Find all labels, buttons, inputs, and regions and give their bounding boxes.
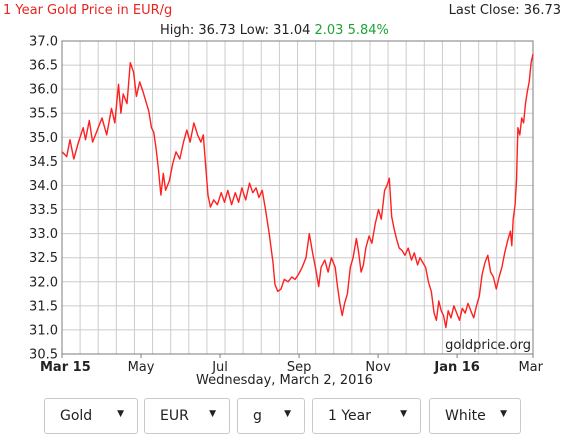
watermark-text: goldprice.org [445, 338, 531, 353]
x-tick-label: Mar 15 [40, 360, 91, 375]
theme-select[interactable]: White ▼ [429, 398, 521, 434]
unit-select-value: g [253, 408, 262, 424]
chevron-down-icon: ▼ [500, 409, 507, 419]
y-tick-label: 34.5 [29, 155, 58, 170]
chart-title: 1 Year Gold Price in EUR/g [3, 3, 173, 18]
plot-frame [61, 40, 534, 355]
currency-select[interactable]: EUR ▼ [144, 398, 230, 434]
metal-select[interactable]: Gold ▼ [44, 398, 138, 434]
chart-grid [62, 40, 533, 355]
y-tick-label: 35.0 [29, 131, 58, 146]
y-tick-label: 30.5 [29, 348, 58, 363]
x-axis: Mar 15 May Jul Sep Nov Jan 16 Mar [40, 354, 544, 375]
x-tick-label: Nov [365, 360, 391, 375]
theme-select-value: White [445, 408, 486, 424]
y-tick-label: 36.0 [29, 83, 58, 98]
high-low-stats: High: 36.73 Low: 31.04 2.03 5.84% [160, 23, 389, 38]
x-tick-label: Jul [211, 360, 228, 375]
x-tick-label: Jan 16 [433, 360, 479, 375]
y-tick-label: 31.0 [29, 323, 58, 338]
y-tick-label: 33.5 [29, 203, 58, 218]
y-tick-label: 32.0 [29, 275, 58, 290]
y-tick-label: 35.5 [29, 107, 58, 122]
unit-select[interactable]: g ▼ [237, 398, 305, 434]
chevron-down-icon: ▼ [117, 409, 124, 419]
price-chart: 30.5 31.0 31.5 32.0 32.5 33.0 33.5 34.0 34.5 35.0… [29, 35, 544, 376]
y-tick-label: 31.5 [29, 299, 58, 314]
y-tick-label: 32.5 [29, 251, 58, 266]
x-tick-label: May [128, 360, 155, 375]
y-tick-label: 37.0 [29, 35, 58, 50]
x-tick-label: Mar [518, 360, 543, 375]
period-select[interactable]: 1 Year ▼ [312, 398, 421, 434]
price-series-line [61, 53, 534, 329]
metal-select-value: Gold [60, 408, 93, 424]
currency-select-value: EUR [160, 408, 189, 424]
chevron-down-icon: ▼ [209, 409, 216, 419]
y-tick-label: 34.0 [29, 179, 58, 194]
period-select-value: 1 Year [328, 408, 371, 424]
y-tick-label: 33.0 [29, 227, 58, 242]
high-low-text: High: 36.73 Low: 31.04 [160, 23, 311, 38]
last-close-label: Last Close: 36.73 [448, 3, 561, 18]
x-tick-label: Sep [287, 360, 312, 375]
chevron-down-icon: ▼ [400, 409, 407, 419]
y-axis: 30.5 31.0 31.5 32.0 32.5 33.0 33.5 34.0 34.5 35.0… [29, 35, 58, 363]
change-text: 2.03 5.84% [314, 23, 389, 38]
chevron-down-icon: ▼ [284, 409, 291, 419]
y-tick-label: 36.5 [29, 59, 58, 74]
date-label: Wednesday, March 2, 2016 [196, 373, 373, 388]
